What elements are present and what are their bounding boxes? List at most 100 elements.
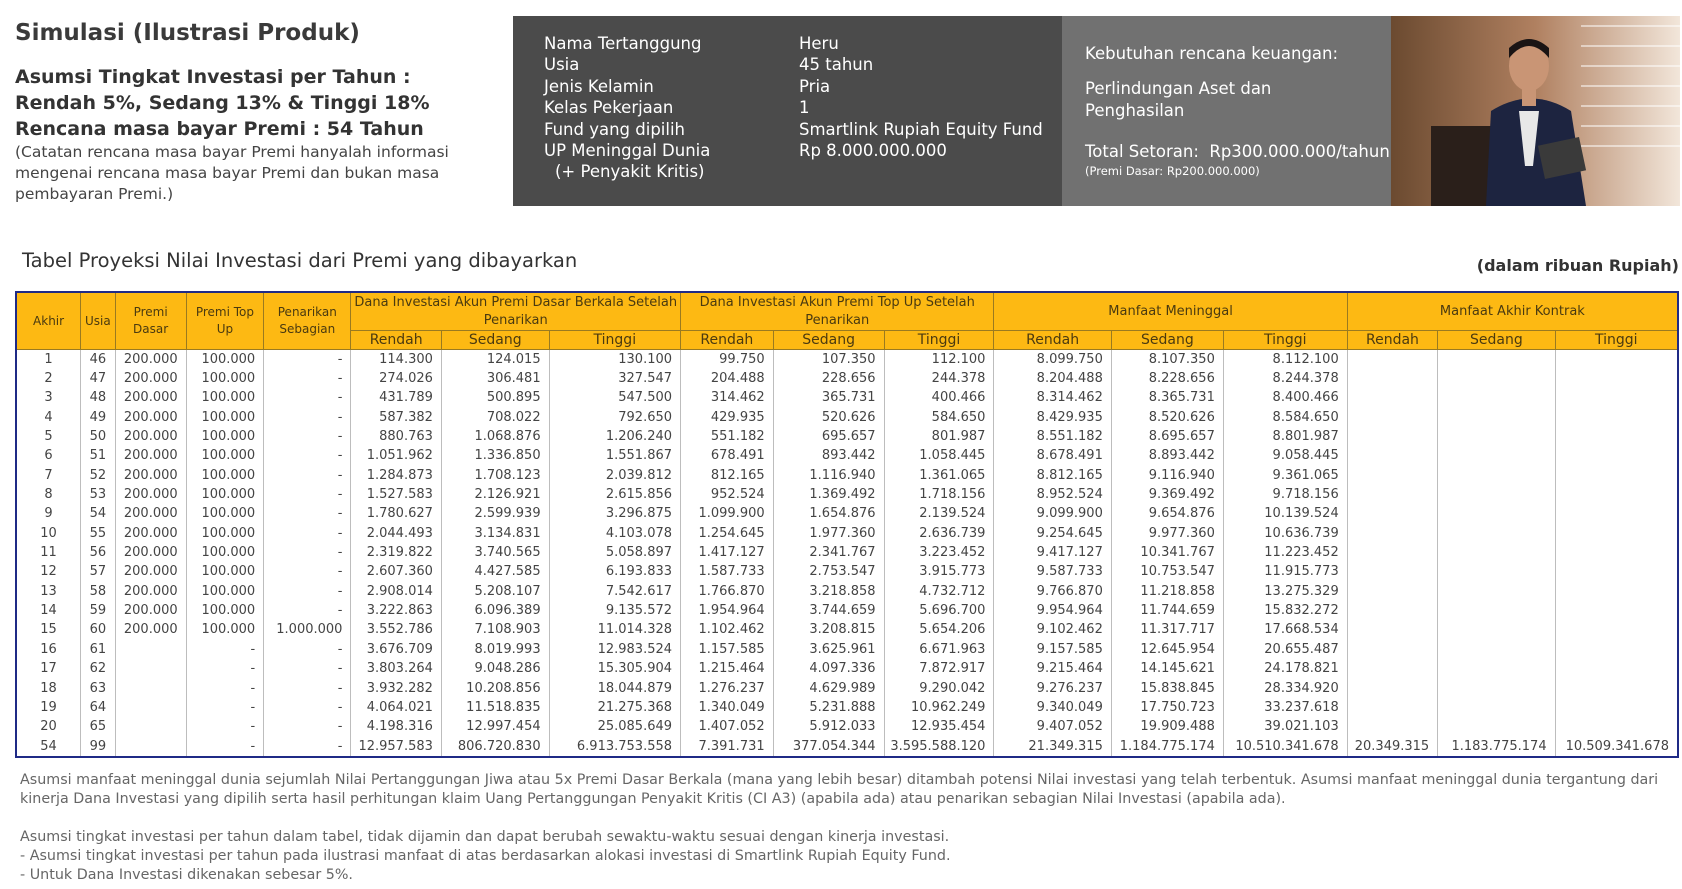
table-cell: 46 <box>80 349 116 370</box>
table-cell: 100.000 <box>185 349 265 370</box>
table-cell <box>114 640 187 660</box>
table-cell: 8.099.750 <box>993 349 1112 370</box>
table-cell: 200.000 <box>114 504 187 525</box>
footnotes: Asumsi manfaat meninggal dunia sejumlah … <box>20 771 1670 885</box>
group-header: Dana Investasi Akun Premi Dasar Berkala … <box>350 291 682 331</box>
table-cell: 17.668.534 <box>1222 620 1348 641</box>
table-cell: 9.369.492 <box>1110 485 1224 505</box>
table-cell: 9.215.464 <box>993 659 1112 679</box>
table-cell: 1.587.733 <box>680 562 774 583</box>
table-cell: 228.656 <box>772 369 885 389</box>
table-cell: 2.341.767 <box>772 543 885 563</box>
table-cell: 8.314.462 <box>993 388 1112 409</box>
table-cell: 9.407.052 <box>993 717 1112 737</box>
table-cell: 806.720.830 <box>440 736 550 758</box>
header-row: Rendah Sedang Tinggi Rendah Sedang Tinggi Rend… <box>16 330 1679 350</box>
table-cell: 8.952.524 <box>993 485 1112 505</box>
table-cell <box>1554 717 1679 737</box>
table-cell: 2.319.822 <box>350 543 442 563</box>
table-cell <box>1346 582 1439 602</box>
table-cell <box>1346 504 1439 525</box>
table-cell <box>1437 659 1556 679</box>
table-cell <box>1346 446 1439 467</box>
table-cell: 3.625.961 <box>772 640 885 660</box>
table-cell: 5.058.897 <box>548 543 682 563</box>
table-cell: 9.977.360 <box>1110 524 1224 544</box>
header-row: Akhir Usia Premi Dasar Premi Top Up Penarika… <box>15 291 1679 350</box>
table-cell: 15.305.904 <box>548 659 682 679</box>
table-cell: 8 <box>15 485 82 505</box>
table-cell: 8.584.650 <box>1222 408 1348 428</box>
table-cell: 9.116.940 <box>1110 466 1224 486</box>
table-cell: 3 <box>15 388 82 409</box>
table-cell: - <box>263 698 352 718</box>
table-cell <box>1437 620 1556 641</box>
needs-title: Kebutuhan rencana keuangan: <box>1085 44 1339 63</box>
table-cell: 3.595.588.120 <box>883 736 995 758</box>
table-cell: - <box>263 736 352 758</box>
table-cell <box>1346 485 1439 505</box>
table-cell: 11.915.773 <box>1222 562 1348 583</box>
table-cell <box>1437 543 1556 563</box>
table-cell: - <box>263 543 352 563</box>
table-cell: 17 <box>15 659 82 679</box>
table-cell <box>1554 698 1679 718</box>
table-cell <box>1437 698 1556 718</box>
table-cell: 25.085.649 <box>548 717 682 737</box>
table-cell: 100.000 <box>185 582 265 602</box>
table-cell: 200.000 <box>114 543 187 563</box>
table-cell <box>114 717 187 737</box>
table-cell: 1.157.585 <box>680 640 774 660</box>
table-cell <box>1437 466 1556 486</box>
table-cell: 9.276.237 <box>993 678 1112 699</box>
assumption-line: Asumsi Tingkat Investasi per Tahun : <box>15 66 411 88</box>
table-cell: 200.000 <box>114 427 187 447</box>
footnote: Asumsi tingkat investasi per tahun dalam… <box>20 829 950 845</box>
table-cell: 7 <box>15 466 82 486</box>
table-cell: 2.044.493 <box>350 524 442 544</box>
table-cell: 21.349.315 <box>993 736 1112 758</box>
table-cell <box>114 698 187 718</box>
table-cell: 880.763 <box>350 427 442 447</box>
sub-header: Tinggi <box>883 330 995 350</box>
table-cell: 13.275.329 <box>1222 582 1348 602</box>
table-cell: 1 <box>15 349 82 370</box>
table-cell: 1.369.492 <box>772 485 885 505</box>
table-cell: 9.058.445 <box>1222 446 1348 467</box>
table-cell: 365.731 <box>772 388 885 409</box>
table-cell: 3.676.709 <box>350 640 442 660</box>
table-row: 5 50 200.000 100.000-880.763 1.068.876 1.206.… <box>15 427 1679 447</box>
table-cell <box>1554 582 1679 602</box>
table-cell: 100.000 <box>185 408 265 428</box>
table-cell: 274.026 <box>350 369 442 389</box>
table-cell: 8.429.935 <box>993 408 1112 428</box>
table-cell: 11.014.328 <box>548 620 682 641</box>
table-cell: 200.000 <box>114 485 187 505</box>
info-value: Rp 8.000.000.000 <box>799 141 947 160</box>
table-row: 14 59 200.000 100.000-3.222.863 6.096.389 9.1… <box>15 601 1679 621</box>
table-cell: 1.708.123 <box>440 466 550 486</box>
table-cell: - <box>263 466 352 486</box>
table-cell: 10.208.856 <box>440 678 550 699</box>
table-cell <box>1437 485 1556 505</box>
table-row: 3 48 200.000 100.000-431.789 500.895 547.500 3… <box>15 388 1679 409</box>
table-cell: 11.218.858 <box>1110 582 1224 602</box>
table-cell: 100.000 <box>185 485 265 505</box>
table-cell: 54 <box>15 736 82 758</box>
table-cell: 100.000 <box>185 504 265 525</box>
table-cell: 51 <box>80 446 116 467</box>
table-cell <box>1437 717 1556 737</box>
table-cell <box>1554 427 1679 447</box>
sub-header: Tinggi <box>1222 330 1348 350</box>
table-cell <box>1437 408 1556 428</box>
info-label: UP Meninggal Dunia <box>544 141 711 160</box>
table-cell: 14 <box>15 601 82 621</box>
assumption-line: Rencana masa bayar Premi : 54 Tahun <box>15 118 424 140</box>
page-title: Simulasi (Ilustrasi Produk) <box>15 20 360 46</box>
sub-header: Sedang <box>1437 330 1556 350</box>
table-cell <box>114 736 187 758</box>
table-cell: 4.064.021 <box>350 698 442 718</box>
table-cell: 1.254.645 <box>680 524 774 544</box>
column-header: Usia <box>80 291 116 350</box>
